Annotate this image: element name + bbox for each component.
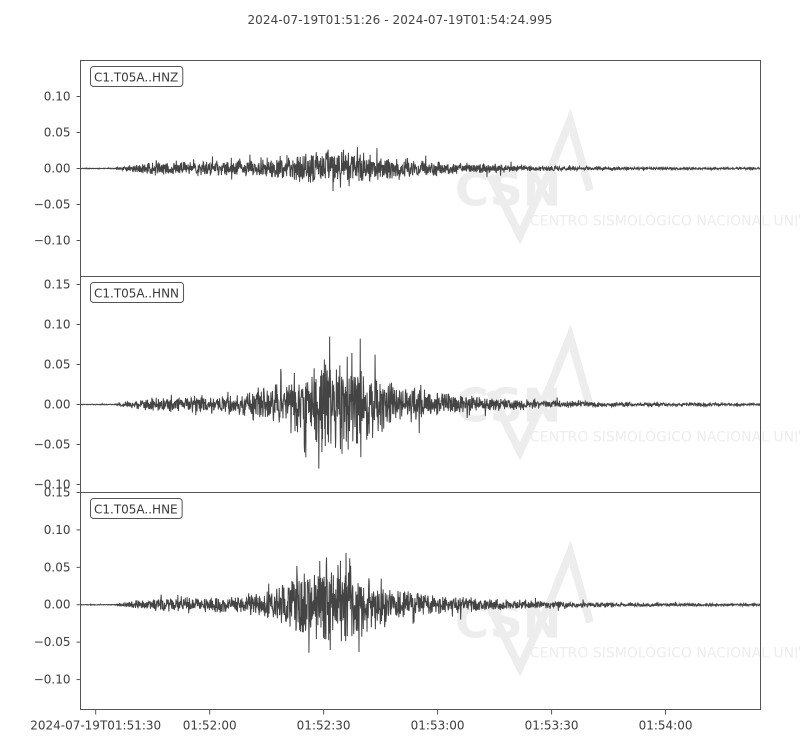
x-tick-label: 01:52:30 [297,719,351,733]
y-tick-label: 0.05 [44,560,71,574]
y-tick-label: 0.05 [44,126,71,140]
waveform-line [80,336,761,469]
y-tick-label: 0.10 [44,318,71,332]
channel-label: C1.T05A..HNN [90,282,185,303]
y-tick-label: −0.10 [34,673,71,687]
page-title: 2024-07-19T01:51:26 - 2024-07-19T01:54:2… [247,13,553,27]
y-tick-label: 0.00 [44,398,71,412]
y-tick-label: 0.00 [44,162,71,176]
y-tick-label: −0.10 [34,478,71,492]
y-tick-label: 0.10 [44,523,71,537]
channel-label: C1.T05A..HNZ [90,66,184,87]
svg-text:CENTRO SISMOLÓGICO NACIONAL UN: CENTRO SISMOLÓGICO NACIONAL UNIVERSIDAD … [530,212,800,230]
x-tick-label: 01:53:30 [525,719,579,733]
x-tick-label: 01:53:00 [411,719,465,733]
x-tick-label: 2024-07-19T01:51:30 [30,719,161,733]
channel-label: C1.T05A..HNE [90,498,183,519]
panel-frame [80,276,761,493]
channel-label-text: C1.T05A..HNZ [94,71,178,85]
waveform-line [80,147,761,192]
svg-text:CENTRO SISMOLÓGICO NACIONAL UN: CENTRO SISMOLÓGICO NACIONAL UNIVERSIDAD … [530,428,800,446]
panel-frame [80,492,761,710]
y-tick-label: 0.05 [44,358,71,372]
y-tick-label: 0.10 [44,90,71,104]
y-tick-label: −0.05 [34,635,71,649]
y-tick-label: 0.00 [44,598,71,612]
y-tick-label: 0.15 [44,278,71,292]
waveform-line [80,552,761,653]
y-tick-label: −0.05 [34,438,71,452]
y-tick-label: −0.05 [34,198,71,212]
y-tick-label: 0.15 [44,486,71,500]
x-tick-label: 01:52:00 [183,719,237,733]
channel-label-text: C1.T05A..HNE [94,503,178,517]
svg-text:CENTRO SISMOLÓGICO NACIONAL UN: CENTRO SISMOLÓGICO NACIONAL UNIVERSIDAD … [530,644,800,662]
y-tick-label: −0.10 [34,234,71,248]
channel-label-text: C1.T05A..HNN [94,287,179,301]
x-tick-label: 01:54:00 [639,719,693,733]
